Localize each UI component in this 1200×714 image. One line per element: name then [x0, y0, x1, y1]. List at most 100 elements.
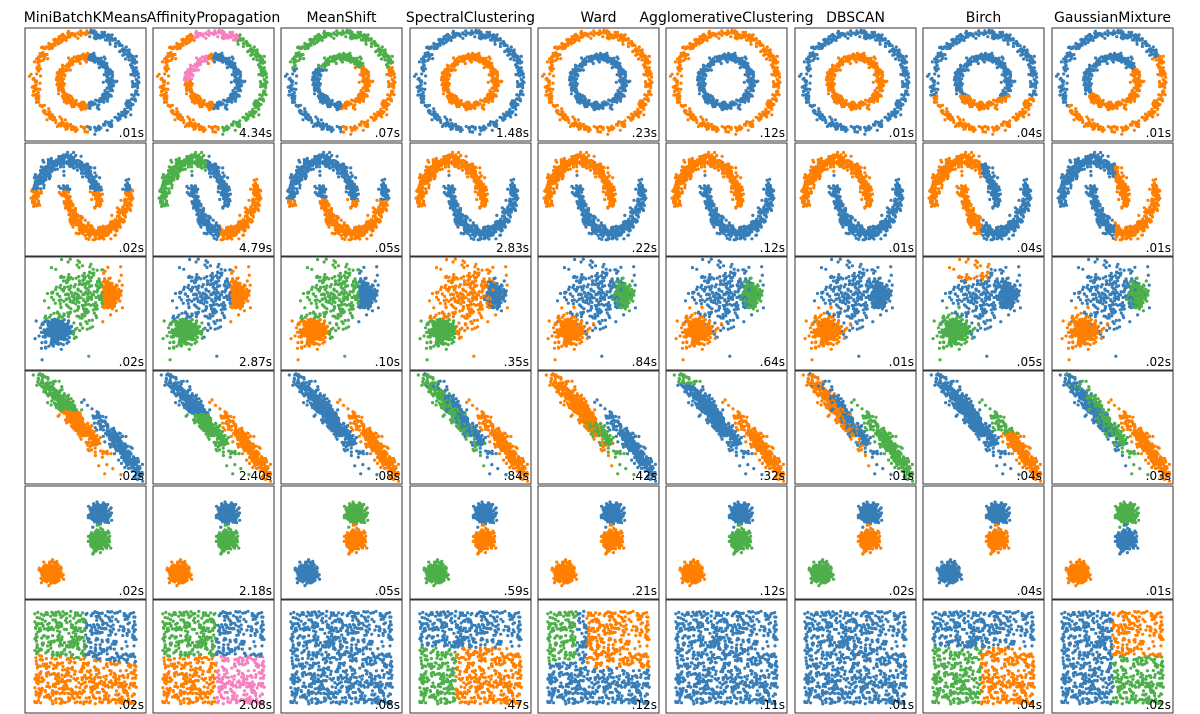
- data-point: [188, 117, 192, 121]
- data-point: [573, 90, 578, 94]
- data-point: [190, 68, 194, 73]
- data-point: [335, 124, 339, 129]
- data-point: [445, 63, 450, 67]
- panel-frame: [280, 27, 403, 142]
- data-point: [101, 97, 105, 101]
- data-point: [195, 96, 199, 100]
- data-point: [374, 43, 378, 47]
- data-point: [623, 33, 627, 37]
- data-point: [423, 87, 427, 91]
- data-point: [86, 125, 90, 129]
- data-point: [392, 86, 396, 90]
- data-point: [132, 97, 136, 101]
- data-point: [621, 39, 625, 44]
- data-point: [247, 114, 251, 118]
- data-point: [614, 97, 618, 101]
- data-point: [447, 36, 451, 40]
- data-point: [215, 106, 220, 110]
- data-point: [103, 123, 107, 127]
- data-point: [768, 58, 772, 62]
- data-point: [34, 92, 38, 97]
- data-point: [357, 34, 361, 38]
- data-point: [364, 68, 368, 72]
- data-point: [32, 60, 37, 64]
- data-point: [344, 35, 348, 39]
- data-point: [245, 40, 249, 44]
- data-point: [454, 61, 458, 65]
- data-point: [572, 124, 576, 128]
- data-point: [283, 74, 288, 78]
- data-point: [113, 44, 117, 49]
- data-point: [102, 73, 106, 77]
- data-point: [297, 58, 301, 63]
- data-point: [486, 34, 490, 38]
- data-point: [559, 57, 563, 61]
- data-point: [118, 43, 122, 47]
- data-point: [417, 85, 421, 90]
- data-point: [391, 82, 395, 86]
- data-point: [198, 32, 202, 37]
- data-point: [73, 129, 77, 133]
- data-point: [169, 58, 173, 63]
- data-point: [122, 53, 126, 57]
- data-point: [190, 36, 194, 40]
- data-point: [516, 73, 520, 77]
- data-point: [555, 47, 559, 51]
- data-point: [638, 103, 642, 107]
- data-point: [359, 66, 364, 70]
- data-point: [552, 74, 556, 78]
- data-point: [366, 124, 370, 129]
- data-point: [504, 114, 508, 118]
- data-point: [419, 83, 423, 87]
- data-point: [101, 80, 105, 84]
- data-point: [490, 128, 494, 132]
- data-point: [444, 124, 448, 128]
- data-point: [201, 34, 205, 38]
- data-point: [110, 124, 114, 129]
- data-point: [500, 79, 504, 83]
- data-point: [38, 81, 42, 85]
- data-point: [246, 43, 250, 47]
- data-point: [560, 107, 564, 111]
- data-point: [551, 87, 555, 91]
- data-point: [461, 31, 465, 35]
- data-point: [122, 112, 126, 116]
- data-point: [193, 62, 197, 66]
- data-point: [244, 117, 248, 121]
- data-point: [569, 92, 574, 96]
- data-point: [316, 63, 321, 67]
- data-point: [135, 89, 139, 93]
- timing-label: 4.34s: [239, 126, 272, 140]
- data-point: [673, 60, 678, 64]
- data-point: [335, 104, 339, 108]
- data-point: [318, 36, 322, 40]
- data-point: [640, 99, 644, 103]
- data-point: [707, 56, 712, 60]
- data-point: [233, 38, 237, 42]
- data-point: [471, 125, 475, 129]
- data-point: [261, 61, 265, 65]
- data-point: [610, 107, 614, 111]
- data-point: [597, 55, 601, 59]
- data-point: [592, 124, 596, 129]
- data-point: [469, 55, 473, 59]
- data-point: [108, 39, 112, 44]
- data-point: [236, 121, 240, 125]
- data-point: [492, 72, 496, 77]
- data-point: [364, 39, 368, 44]
- data-point: [493, 68, 497, 72]
- data-point: [468, 104, 472, 108]
- data-point: [253, 103, 257, 107]
- data-point: [319, 118, 323, 122]
- data-point: [569, 81, 573, 85]
- data-point: [419, 95, 423, 100]
- data-point: [513, 104, 517, 108]
- data-point: [571, 88, 575, 92]
- data-point: [618, 38, 622, 42]
- data-point: [104, 120, 108, 124]
- data-point: [383, 99, 387, 103]
- data-point: [520, 72, 525, 76]
- data-point: [511, 52, 515, 57]
- data-point: [572, 82, 576, 86]
- data-point: [625, 37, 629, 42]
